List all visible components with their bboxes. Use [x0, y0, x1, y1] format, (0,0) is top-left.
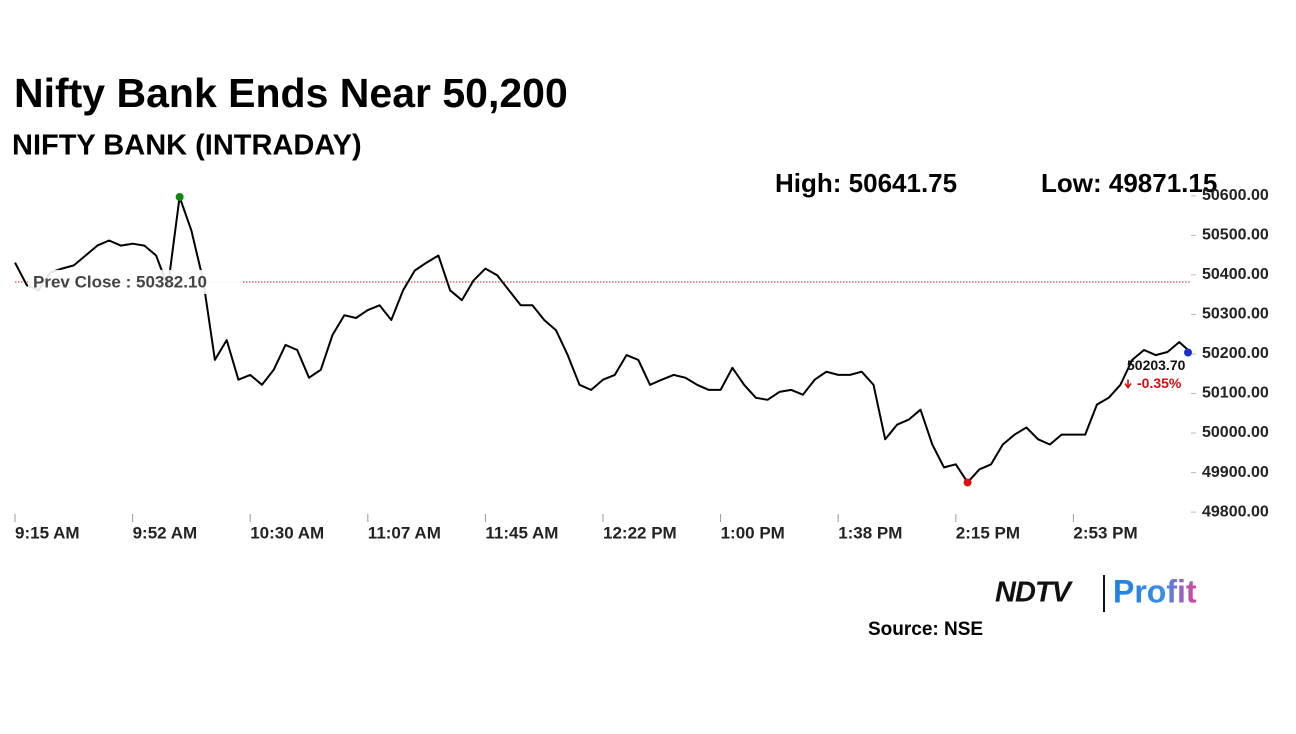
change-label: -0.35%	[1137, 375, 1182, 391]
y-tick-label: 50400.00	[1202, 266, 1269, 283]
prev-close-label: Prev Close : 50382.10	[33, 272, 207, 291]
y-tick-label: 49900.00	[1202, 464, 1269, 481]
y-tick-label: 50200.00	[1202, 345, 1269, 362]
logo-product: Profit	[1113, 573, 1197, 609]
x-tick-label: 11:07 AM	[368, 523, 441, 542]
y-tick-label: 50000.00	[1202, 424, 1269, 441]
change-arrow	[1124, 379, 1132, 389]
low-label: Low: 49871.15	[1041, 168, 1217, 198]
y-tick-label: 49800.00	[1202, 503, 1269, 520]
chart-subtitle: NIFTY BANK (INTRADAY)	[12, 130, 362, 162]
x-tick-label: 9:52 AM	[133, 523, 198, 542]
y-tick-label: 50600.00	[1202, 187, 1269, 204]
logo-brand: NDTV	[995, 577, 1074, 609]
source: Source: NSE	[868, 619, 983, 640]
last-value-label: 50203.70	[1127, 357, 1186, 373]
y-tick-label: 50100.00	[1202, 385, 1269, 402]
x-tick-label: 12:22 PM	[603, 523, 677, 542]
x-tick-label: 2:53 PM	[1073, 523, 1137, 542]
y-tick-label: 50300.00	[1202, 306, 1269, 323]
high-label: High: 50641.75	[775, 168, 957, 198]
x-tick-label: 2:15 PM	[956, 523, 1020, 542]
price-line	[14, 196, 1192, 484]
x-tick-label: 1:00 PM	[721, 523, 785, 542]
x-tick-label: 9:15 AM	[15, 523, 80, 542]
last-marker	[1184, 348, 1192, 357]
x-tick-label: 11:45 AM	[485, 523, 558, 542]
high-marker	[175, 193, 184, 201]
prev-close-bg	[28, 269, 242, 294]
x-tick-label: 1:38 PM	[838, 523, 902, 542]
chart-title: Nifty Bank Ends Near 50,200	[14, 70, 568, 116]
y-tick-label: 50500.00	[1202, 227, 1269, 244]
x-tick-label: 10:30 AM	[250, 523, 324, 542]
plot-area: 49800.00 49900.00 50000.00 50100.00 50200.00…	[14, 187, 1269, 542]
low-marker	[963, 478, 972, 487]
